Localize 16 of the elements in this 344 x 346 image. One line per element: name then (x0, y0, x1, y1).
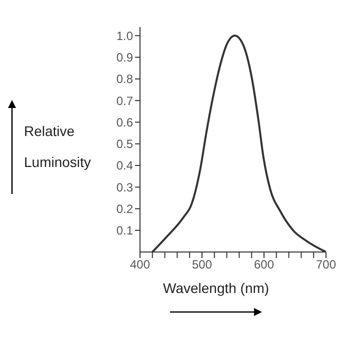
y-tick-label: 0.7 (116, 94, 134, 108)
y-tick-label: 0.8 (116, 72, 134, 86)
y-tick-label: 0.6 (116, 115, 134, 130)
x-tick-label: 400 (130, 258, 150, 272)
y-tick-label: 0.9 (116, 50, 134, 65)
x-axis-title: Wavelength (nm) (163, 280, 270, 296)
y-tick-label: 0.4 (116, 158, 134, 173)
x-tick-label: 600 (254, 258, 274, 272)
y-tick-label: 0.3 (116, 180, 134, 194)
y-tick-label: 0.2 (116, 202, 134, 216)
y-axis-title: Relative Luminosity (24, 122, 92, 172)
x-tick-label: 500 (192, 258, 212, 272)
y-tick-label: 1.0 (116, 28, 134, 43)
x-tick-label: 700 (316, 258, 336, 272)
y-tick-label: 0.1 (116, 224, 134, 238)
y-tick-label: 0.5 (116, 137, 134, 152)
